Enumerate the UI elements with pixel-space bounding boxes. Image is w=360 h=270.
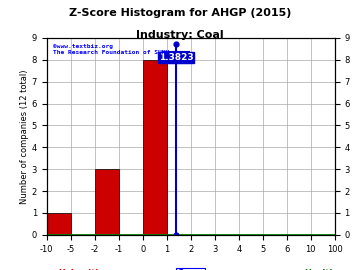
Text: Healthy: Healthy — [304, 269, 341, 270]
Text: Industry: Coal: Industry: Coal — [136, 30, 224, 40]
Text: Unhealthy: Unhealthy — [58, 269, 107, 270]
Text: Score: Score — [177, 269, 204, 270]
Y-axis label: Number of companies (12 total): Number of companies (12 total) — [20, 69, 29, 204]
Bar — [95, 169, 119, 235]
Bar — [143, 60, 167, 235]
Text: 1.3823: 1.3823 — [159, 53, 193, 62]
Text: ©www.textbiz.org
The Research Foundation of SUNY: ©www.textbiz.org The Research Foundation… — [53, 44, 169, 55]
Text: Z-Score Histogram for AHGP (2015): Z-Score Histogram for AHGP (2015) — [69, 8, 291, 18]
Bar — [47, 213, 71, 235]
